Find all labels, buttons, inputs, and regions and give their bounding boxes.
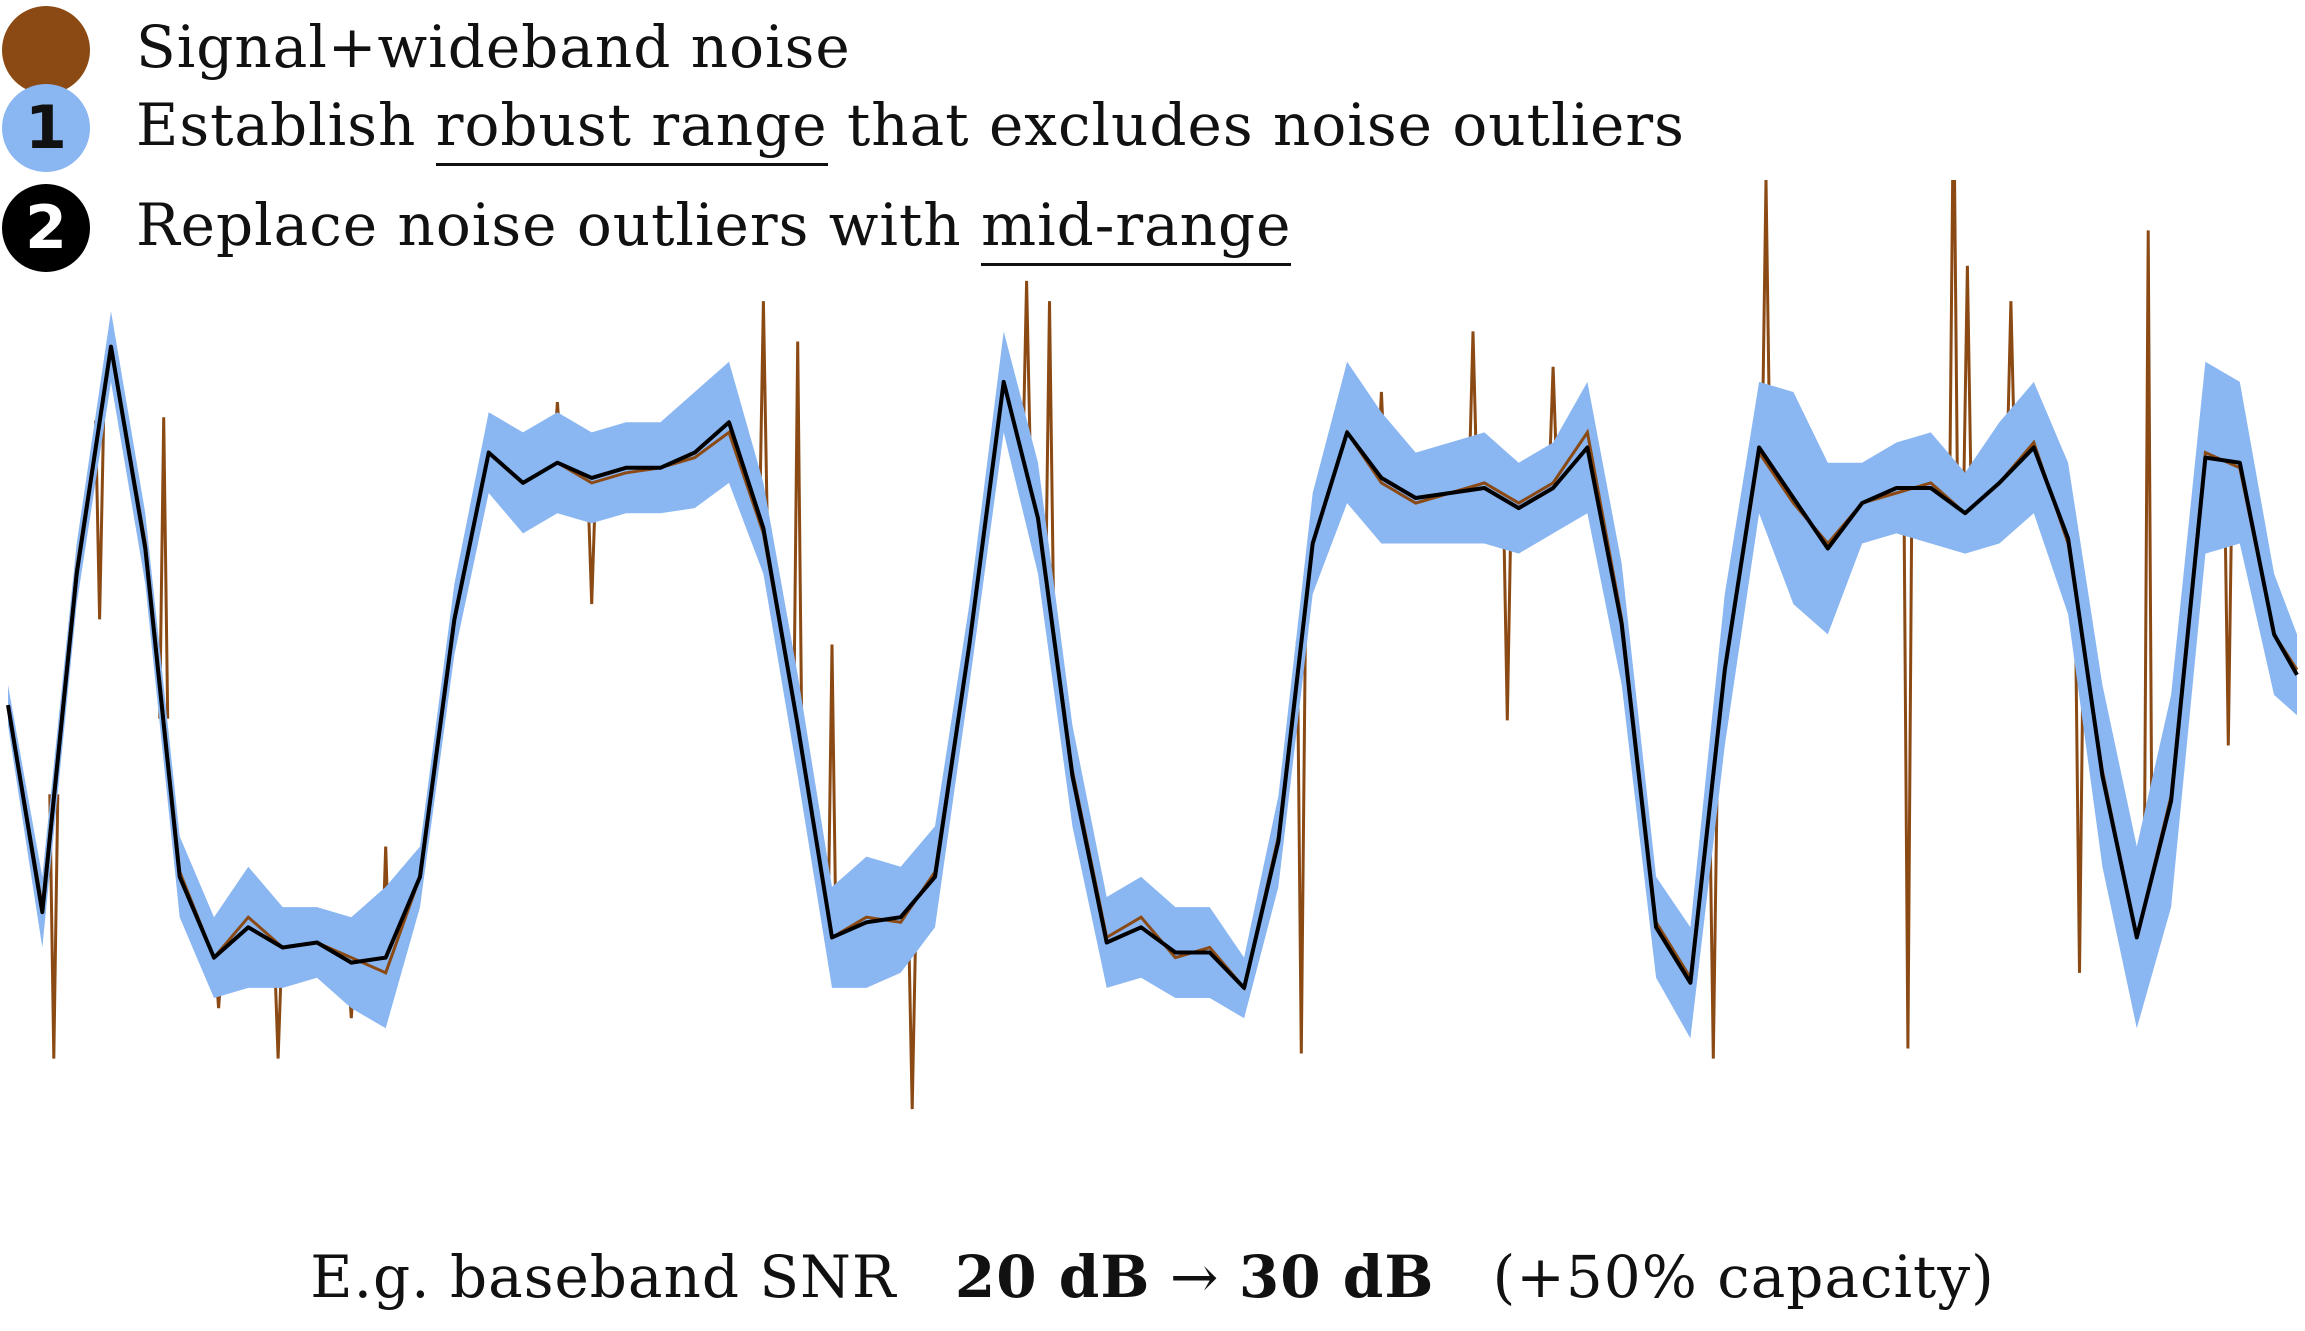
outlier-spike — [1961, 265, 1973, 512]
caption-note: (+50% capacity) — [1492, 1243, 1995, 1311]
outlier-spike — [1044, 301, 1055, 603]
outlier-spike — [158, 417, 170, 719]
outlier-spike — [1501, 496, 1513, 721]
outlier-spike — [1948, 180, 1960, 504]
outlier-spike — [586, 482, 598, 605]
outlier-spike — [2142, 230, 2154, 891]
legend-step1-pre: Establish — [136, 91, 436, 159]
outlier-spike — [757, 301, 769, 534]
outlier-spike — [1021, 280, 1033, 473]
robust-range-band — [8, 311, 2297, 1039]
signal-plus-noise-line — [6, 346, 2299, 992]
outlier-spike — [1467, 331, 1479, 487]
step-2-marker-icon: 2 — [2, 184, 90, 272]
legend-label-step1: Establish robust range that excludes noi… — [136, 91, 1685, 166]
mid-range-line — [6, 344, 2299, 990]
caption-arrow: → — [1169, 1243, 1220, 1311]
outlier-spike — [2222, 462, 2234, 746]
outlier-spike — [906, 905, 918, 1110]
legend-step2-pre: Replace noise outliers with — [136, 191, 982, 259]
caption: E.g. baseband SNR 20 dB → 30 dB (+50% ca… — [0, 1248, 2305, 1306]
outlier-spike — [94, 420, 106, 620]
outlier-spike — [826, 644, 838, 938]
legend-label-signal: Signal+wideband noise — [136, 13, 851, 81]
caption-prefix: E.g. baseband SNR — [310, 1243, 897, 1311]
caption-snr-after: 30 dB — [1238, 1243, 1435, 1311]
legend-step2-underlined: mid-range — [981, 191, 1292, 266]
legend-step1-post: that excludes noise outliers — [827, 91, 1685, 159]
legend-label-step2: Replace noise outliers with mid-range — [136, 191, 1292, 266]
outlier-spike — [48, 794, 60, 1059]
signal-plot — [6, 180, 2299, 1110]
step-1-marker-icon: 1 — [2, 84, 90, 172]
outlier-spike — [1707, 772, 1719, 1059]
outlier-spike — [1902, 489, 1914, 1049]
caption-snr-before: 20 dB — [954, 1243, 1151, 1311]
outlier-spike — [792, 341, 804, 726]
outlier-spike — [1295, 641, 1307, 1054]
outlier-spike — [2074, 619, 2085, 973]
signal-marker-icon — [2, 6, 90, 94]
outlier-spike — [1760, 180, 1772, 463]
legend-step1-underlined: robust range — [435, 91, 828, 166]
